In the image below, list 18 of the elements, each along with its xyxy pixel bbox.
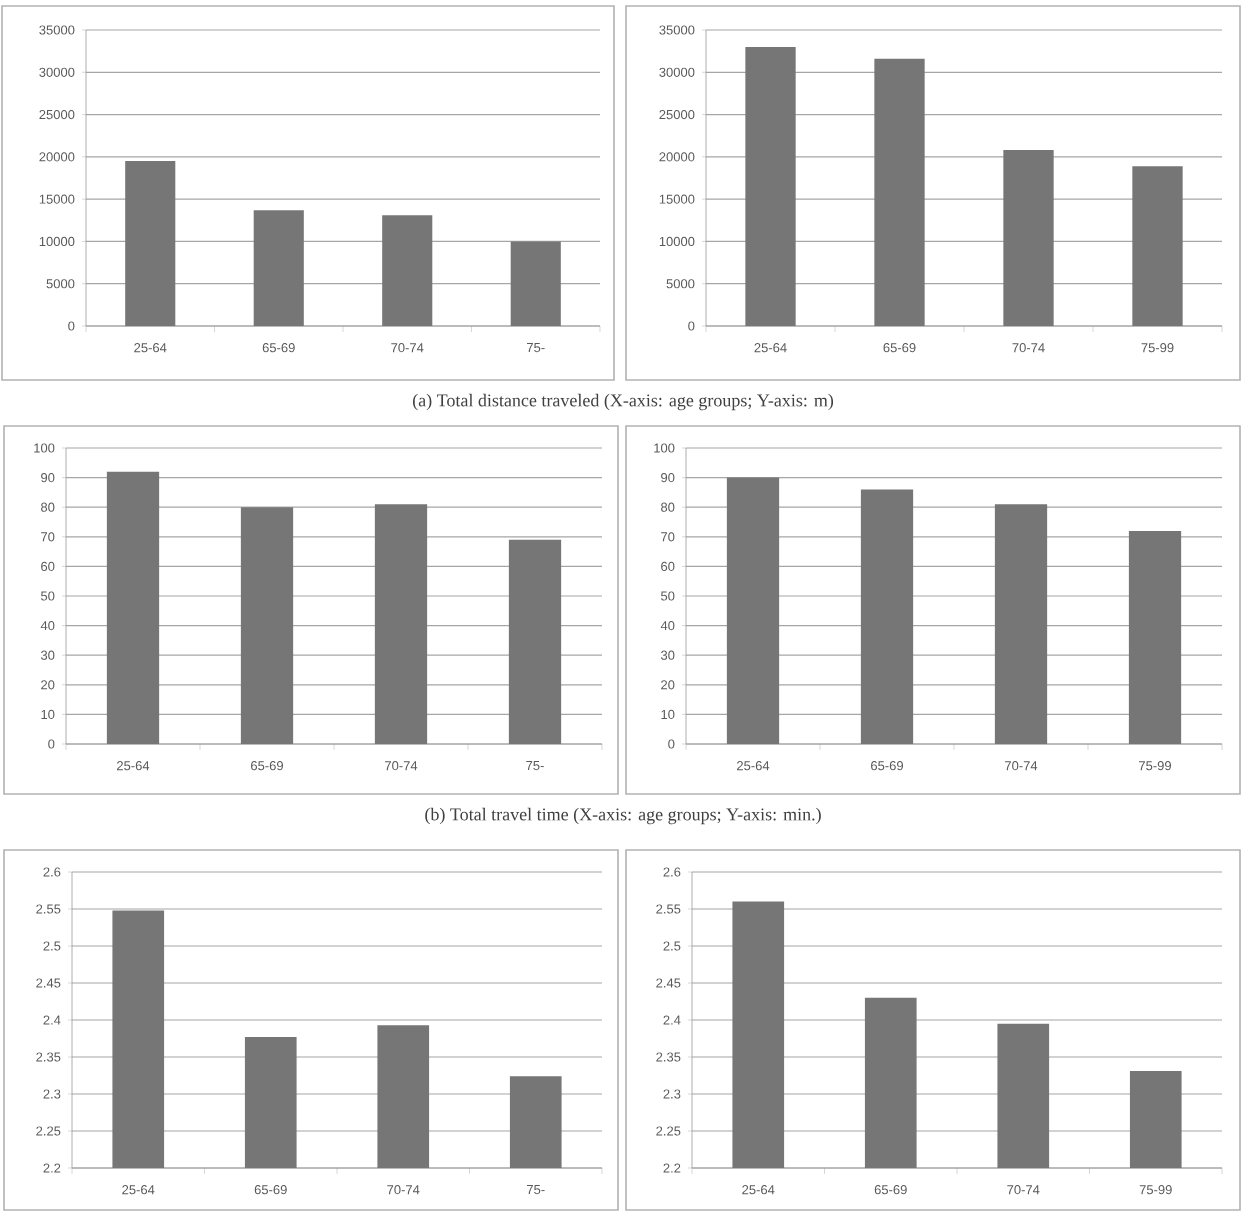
text: (b) Total travel time (X-axis: age groups; Y-axis: min.) xyxy=(425,807,821,825)
bar xyxy=(745,46,796,327)
bar xyxy=(1003,150,1054,327)
bar xyxy=(994,504,1048,745)
bar xyxy=(726,477,780,745)
bar xyxy=(382,215,433,327)
bar xyxy=(106,471,160,745)
bar xyxy=(510,241,561,327)
bar xyxy=(1132,166,1183,327)
bar xyxy=(508,539,562,745)
text: (a) Total distance traveled (X-axis: age groups; Y-axis: m) xyxy=(412,393,834,411)
bar xyxy=(1128,530,1182,745)
bar xyxy=(874,58,925,327)
bar xyxy=(860,489,914,745)
bar xyxy=(125,161,176,327)
bar xyxy=(374,504,428,745)
bar xyxy=(253,210,304,327)
bar xyxy=(240,507,294,745)
